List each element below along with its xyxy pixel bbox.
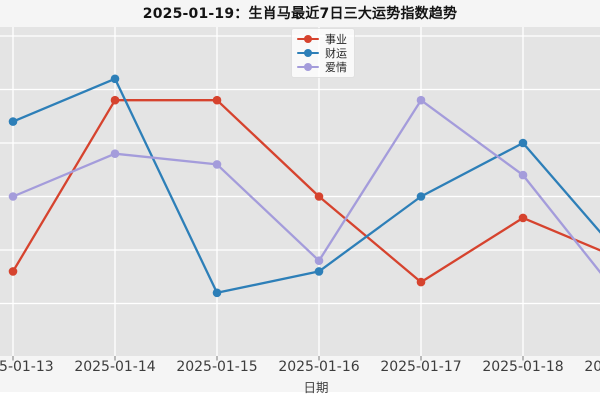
data-point-wealth (518, 138, 528, 148)
data-point-wealth (212, 288, 222, 298)
data-point-love (8, 192, 18, 201)
data-point-wealth (416, 192, 426, 201)
legend-line-dot-icon (297, 48, 319, 58)
x-tick-label: 2025-01-14 (74, 359, 155, 375)
legend-label: 爱情 (325, 60, 347, 74)
x-tick-label: 2025-01-18 (482, 359, 563, 375)
legend-label: 事业 (325, 32, 347, 46)
data-point-career (416, 277, 426, 287)
data-point-career (314, 192, 324, 201)
legend-item-wealth: 财运 (297, 47, 347, 59)
data-point-career (110, 95, 120, 105)
legend-line-dot-icon (297, 62, 319, 72)
data-point-wealth (314, 267, 324, 276)
data-point-love (314, 256, 324, 266)
data-point-wealth (8, 117, 18, 126)
x-tick-label: 2025-01-16 (278, 359, 359, 375)
legend-item-career: 事业 (297, 33, 347, 45)
legend-label: 财运 (325, 46, 347, 60)
legend-line-dot-icon (297, 34, 319, 44)
data-point-wealth (110, 74, 120, 84)
data-point-love (416, 95, 426, 105)
data-point-love (212, 160, 222, 169)
x-tick-label: 2025-01-13 (0, 359, 54, 375)
data-point-love (518, 170, 528, 180)
chart-title: 2025-01-19：生肖马最近7日三大运势指数趋势 (142, 6, 458, 22)
x-tick-label: 2025-01-19 (584, 359, 600, 375)
legend-item-love: 爱情 (297, 61, 347, 73)
plot-area (0, 27, 600, 356)
data-point-career (212, 95, 222, 105)
x-tick-label: 2025-01-15 (176, 359, 257, 375)
data-point-love (110, 149, 120, 158)
data-point-career (518, 213, 528, 223)
data-point-career (8, 267, 18, 276)
bottom-margin (0, 392, 600, 400)
x-tick-label: 2025-01-17 (380, 359, 461, 375)
x-axis-label: 日期 (303, 380, 329, 395)
chart-legend: 事业 财运 爱情 (291, 28, 355, 78)
